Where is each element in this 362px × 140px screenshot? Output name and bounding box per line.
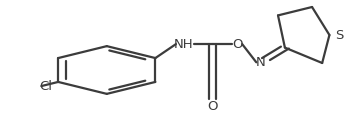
Text: O: O: [232, 38, 243, 51]
Text: Cl: Cl: [39, 80, 52, 93]
Text: S: S: [335, 29, 344, 41]
Text: N: N: [256, 56, 265, 69]
Text: O: O: [207, 100, 218, 113]
Text: NH: NH: [174, 38, 194, 51]
